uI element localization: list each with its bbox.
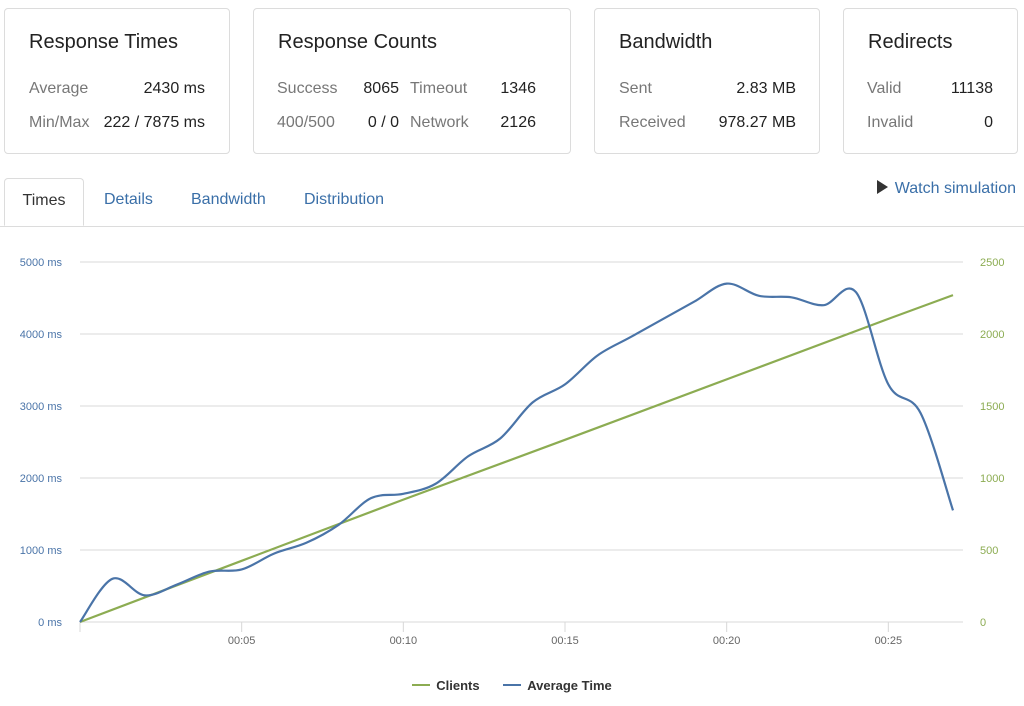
series-line-average-time (79, 282, 955, 623)
response-counts-title: Response Counts (278, 31, 437, 53)
response-times-card: Response Times Average 2430 ms Min/Max 2… (4, 8, 230, 154)
network-value: 2126 (500, 114, 536, 131)
series-line-clients (79, 294, 954, 624)
x-tick-label: 00:25 (875, 635, 903, 647)
y-right-tick-label: 0 (980, 617, 986, 629)
y-right-tick-label: 2500 (980, 257, 1004, 269)
bandwidth-title: Bandwidth (619, 31, 713, 53)
received-value: 978.27 MB (718, 114, 796, 131)
x-tick-label: 00:10 (390, 635, 418, 647)
y-left-tick-label: 5000 ms (20, 257, 63, 269)
legend-swatch-clients (412, 684, 431, 686)
tab-bar: Times Details Bandwidth Distribution (0, 178, 1024, 227)
y-left-tick-label: 3000 ms (20, 401, 63, 413)
legend-item-clients[interactable]: Clients (412, 677, 480, 693)
status-400-500-label: 400/500 (277, 114, 335, 131)
min-max-label: Min/Max (29, 114, 90, 131)
tab-bandwidth[interactable]: Bandwidth (191, 191, 266, 208)
redirects-title: Redirects (868, 31, 953, 53)
y-left-tick-label: 1000 ms (20, 545, 63, 557)
average-value: 2430 ms (143, 80, 205, 97)
legend-item-average-time[interactable]: Average Time (503, 678, 612, 693)
valid-value: 11138 (950, 80, 993, 97)
invalid-value: 0 (984, 114, 993, 131)
y-right-tick-label: 500 (980, 545, 998, 557)
x-tick-label: 00:15 (551, 635, 579, 647)
average-label: Average (29, 80, 89, 97)
sent-value: 2.83 MB (736, 80, 796, 97)
redirects-card: Redirects Valid 11138 Invalid 0 (843, 8, 1018, 154)
timeout-label: Timeout (410, 80, 468, 97)
y-left-tick-label: 2000 ms (20, 473, 63, 485)
legend-label-clients: Clients (436, 677, 480, 693)
watch-simulation-label: Watch simulation (894, 180, 1016, 197)
status-400-500-value: 0 / 0 (367, 114, 399, 131)
chart-legend: Clients Average Time (0, 674, 1024, 693)
response-counts-card: Response Counts Success 8065 400/500 0 /… (253, 8, 571, 154)
tab-details[interactable]: Details (104, 191, 153, 208)
success-value: 8065 (363, 80, 399, 97)
y-right-tick-label: 2000 (980, 329, 1004, 341)
times-chart: 0 ms 0 1000 ms 500 2000 ms 1000 3000 ms 1500 400… (20, 257, 1005, 647)
play-icon (876, 180, 888, 194)
min-max-value: 222 / 7875 ms (103, 114, 205, 131)
invalid-label: Invalid (867, 114, 914, 131)
timeout-value: 1346 (500, 80, 536, 97)
x-tick-label: 00:05 (228, 635, 256, 647)
bandwidth-card: Bandwidth Sent 2.83 MB Received 978.27 M… (594, 8, 820, 154)
received-label: Received (619, 114, 686, 131)
y-left-tick-label: 4000 ms (20, 329, 63, 341)
y-right-tick-label: 1000 (980, 473, 1004, 485)
watch-simulation-link[interactable]: Watch simulation (876, 180, 1016, 198)
x-tick-label: 00:20 (713, 635, 741, 647)
response-times-title: Response Times (29, 31, 178, 53)
valid-label: Valid (867, 80, 902, 97)
legend-label-average-time: Average Time (527, 677, 612, 693)
y-left-tick-label: 0 ms (38, 617, 62, 629)
sent-label: Sent (619, 80, 652, 97)
success-label: Success (277, 80, 338, 97)
tab-distribution[interactable]: Distribution (304, 191, 385, 208)
network-label: Network (410, 114, 469, 131)
y-right-tick-label: 1500 (980, 401, 1004, 413)
tab-times[interactable]: Times (4, 178, 84, 226)
legend-swatch-average-time (503, 684, 522, 686)
